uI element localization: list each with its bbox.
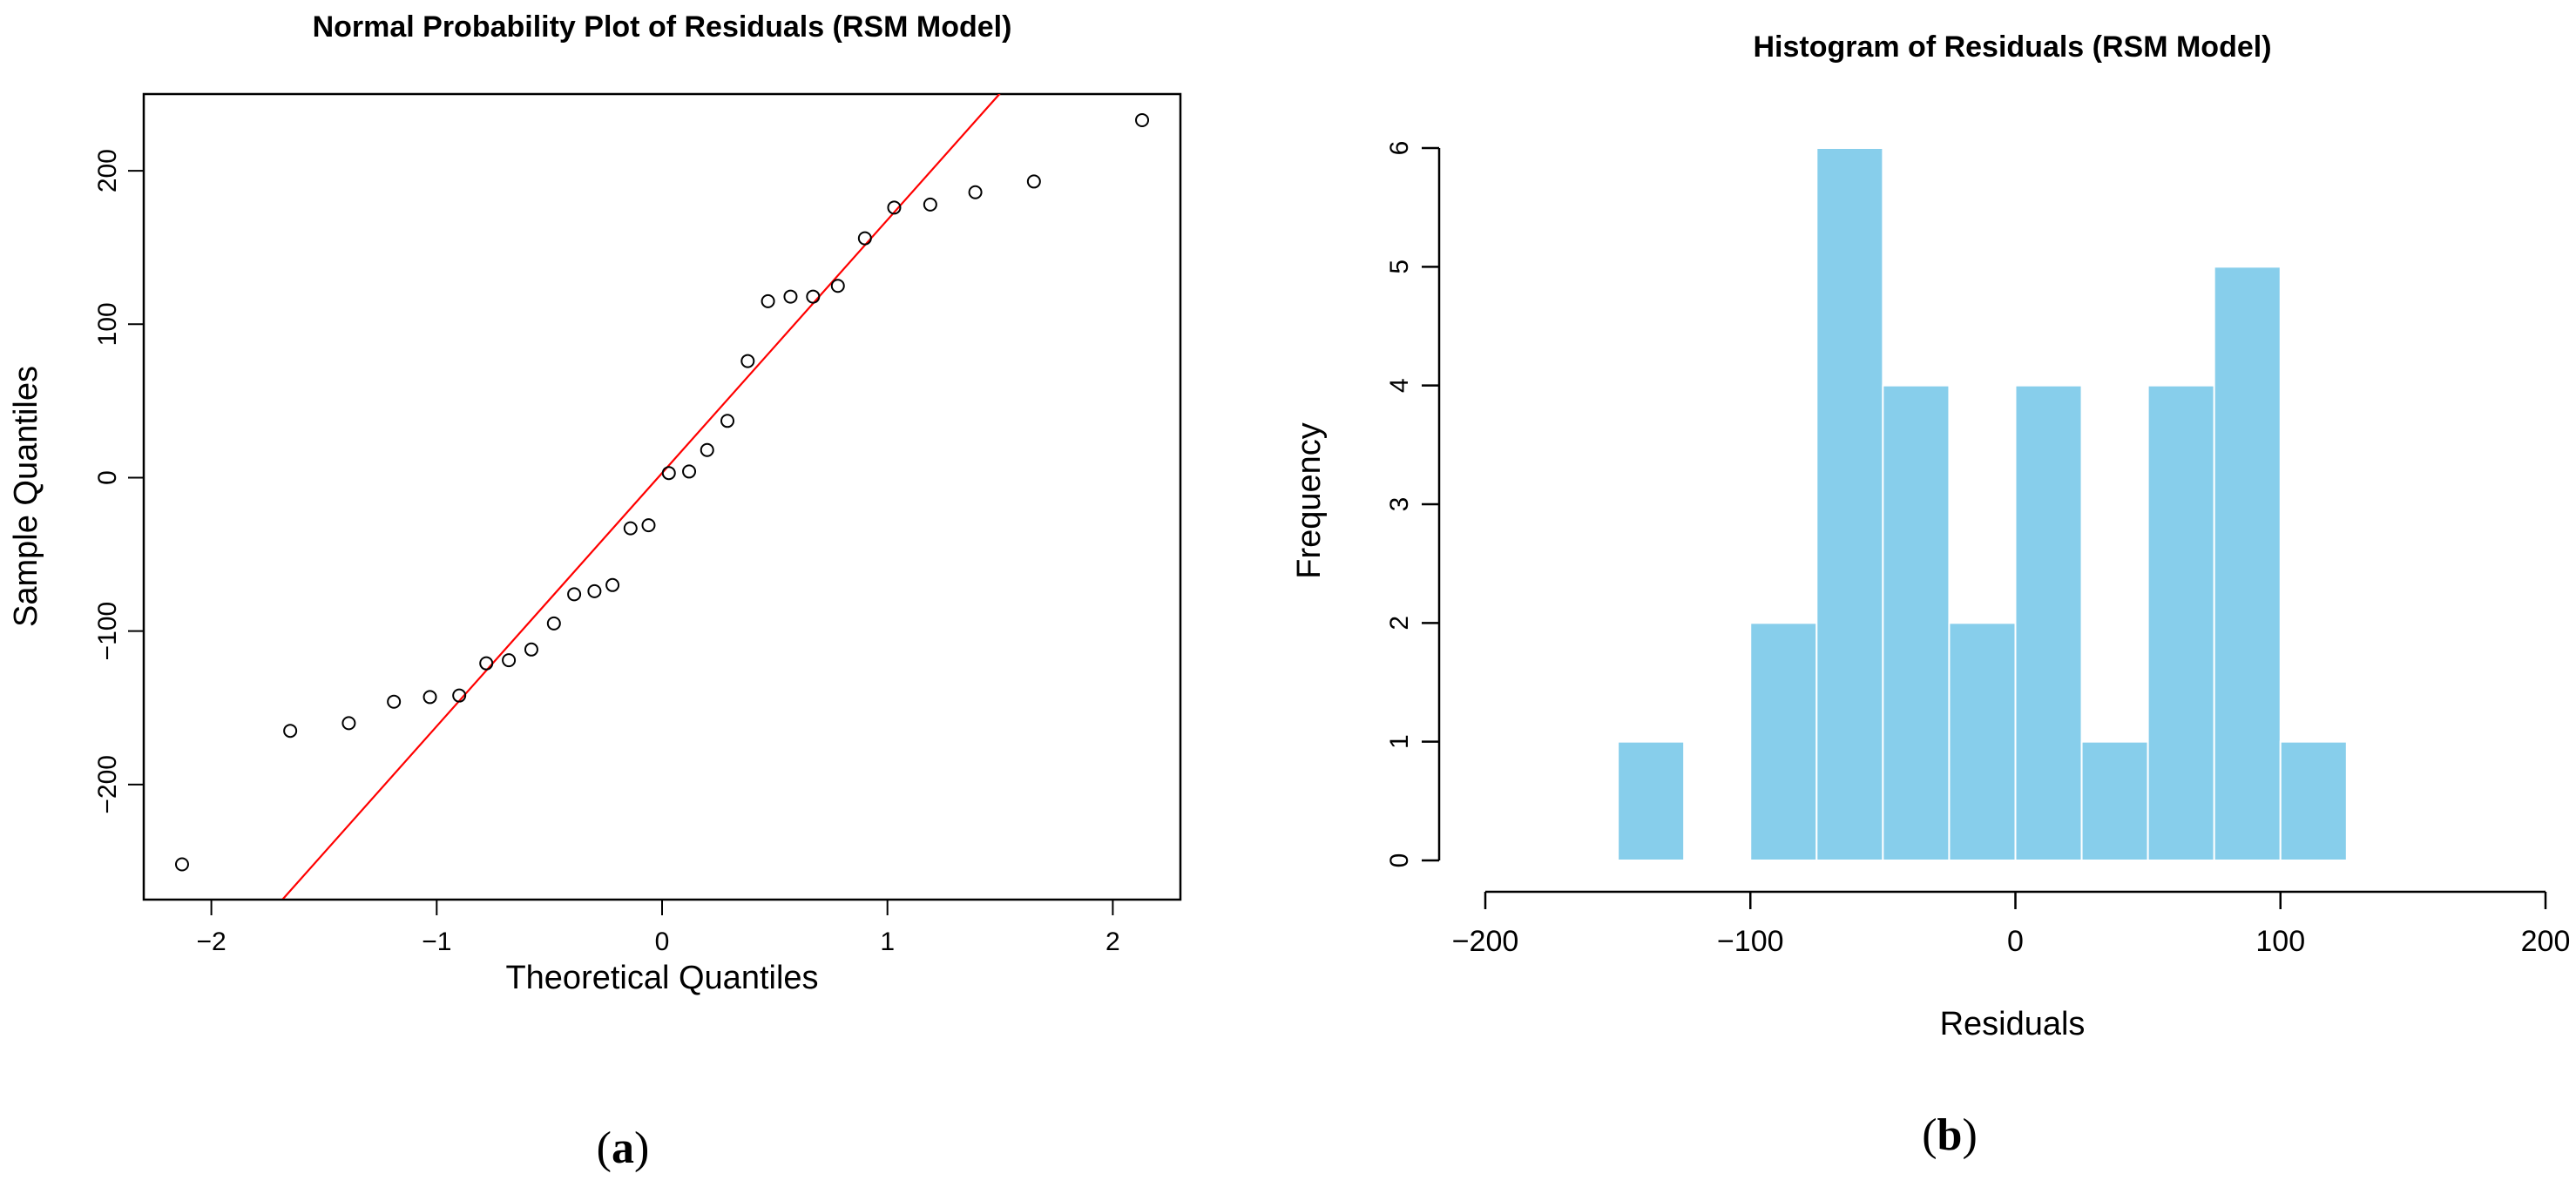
histogram-bar [1948,622,2017,861]
qq-point [283,724,298,739]
histogram-bar [2080,740,2149,862]
qq-point [623,521,638,536]
histogram-y-tick-label: 1 [1385,734,1414,749]
histogram-bars [1617,147,2348,862]
qq-point [720,414,735,428]
qq-point [857,231,872,246]
qq-x-tick-label: −1 [422,927,451,956]
histogram-bar [2147,384,2215,861]
qq-plot-panel: Normal Probability Plot of Residuals (RS… [8,10,1182,1173]
histogram-bar [2213,266,2282,862]
qq-plot-title: Normal Probability Plot of Residuals (RS… [313,10,1012,44]
qq-point [968,185,983,199]
histogram-bar [1815,147,1884,861]
histogram-title: Histogram of Residuals (RSM Model) [1753,30,2271,64]
qq-point [341,716,356,731]
qq-point [479,656,494,671]
qq-y-tick-label: 100 [93,302,122,346]
histogram-y-tick-label: 5 [1385,260,1414,274]
qq-point [387,694,402,709]
qq-y-axis: −200 −100 0 100 200 [93,149,145,814]
histogram-y-tick-label: 2 [1385,616,1414,631]
histogram-bar [1882,384,1951,861]
qq-point [783,289,798,304]
qq-x-axis-label: Theoretical Quantiles [505,960,818,996]
qq-point [452,688,467,703]
histogram-bar [2014,384,2083,861]
qq-x-tick-label: 2 [1105,927,1120,956]
histogram-bar [1617,740,1686,862]
qq-point [641,518,656,533]
qq-point [923,197,937,212]
qq-x-tick-label: −2 [196,927,226,956]
qq-point [661,466,676,481]
qq-point [546,616,561,631]
histogram-y-axis: 0 1 2 3 4 5 6 [1385,141,1441,868]
panel-label-b: (b) [1922,1110,1978,1160]
qq-point [740,354,755,368]
qq-y-axis-label: Sample Quantiles [8,366,44,627]
qq-point [524,642,538,657]
histogram-y-tick-label: 6 [1385,141,1414,156]
histogram-x-tick-label: −100 [1717,925,1784,958]
histogram-x-tick-label: 100 [2255,925,2305,958]
qq-point [174,857,189,872]
histogram-bar [2279,740,2348,862]
histogram-x-axis: −200 −100 0 100 200 [1452,890,2571,958]
qq-point [830,279,845,293]
qq-y-tick-label: −200 [93,755,122,814]
qq-point [605,577,620,592]
histogram-y-tick-label: 3 [1385,497,1414,512]
qq-point [502,653,517,668]
histogram-bar [1749,622,1818,861]
qq-point [567,587,582,602]
qq-point [423,690,437,705]
histogram-x-tick-label: 200 [2521,925,2571,958]
panel-label-a: (a) [597,1123,650,1173]
histogram-x-tick-label: −200 [1452,925,1519,958]
qq-y-tick-label: 0 [93,470,122,485]
histogram-y-tick-label: 0 [1385,853,1414,868]
qq-x-tick-label: 0 [655,927,670,956]
histogram-x-axis-label: Residuals [1940,1006,2086,1042]
qq-point [1135,112,1150,127]
histogram-x-tick-label: 0 [2007,925,2024,958]
qq-point [700,442,714,457]
qq-point [682,464,697,479]
qq-point [1026,174,1041,189]
histogram-panel: Histogram of Residuals (RSM Model) −200−… [1291,30,2570,1160]
histogram-y-tick-label: 4 [1385,378,1414,393]
qq-x-tick-label: 1 [880,927,895,956]
qq-point [761,293,775,308]
qq-plot-frame [142,92,1182,901]
qq-reference-line [281,94,1001,900]
qq-y-tick-label: 200 [93,149,122,192]
qq-point [887,200,902,215]
histogram-y-axis-label: Frequency [1291,422,1328,579]
qq-point [806,289,821,304]
qq-y-tick-label: −100 [93,602,122,661]
qq-x-axis: −2 −1 0 1 2 [196,899,1120,956]
qq-point [587,583,602,598]
